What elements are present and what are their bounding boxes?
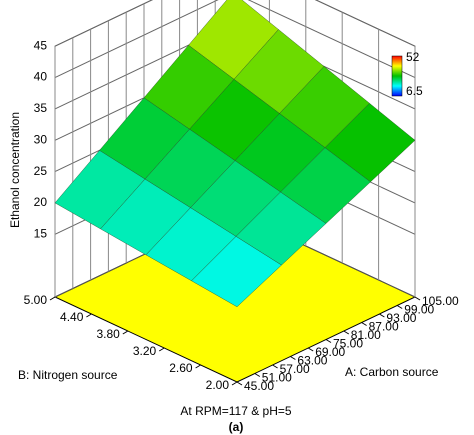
x-axis-label: A: Carbon source [345,365,439,379]
x-tick-label: 87.00 [369,320,399,334]
x-tick [236,381,243,386]
y-tick [158,347,165,352]
x-tick [307,347,314,352]
z-tick-label: 20 [34,195,48,209]
colorbar-min: 6.5 [406,84,423,98]
y-tick-label: 3.20 [133,344,157,358]
y-tick [231,381,238,386]
grid-line [54,0,416,47]
x-tick-label: 45.00 [244,379,274,393]
x-tick [343,330,350,335]
y-tick [49,296,56,301]
caption: At RPM=117 & pH=5 [180,404,291,418]
colorbar [391,55,403,97]
z-tick-label: 25 [34,164,48,178]
y-tick-label: 2.60 [169,361,193,375]
y-tick [195,364,201,369]
grid-line [54,0,416,79]
x-tick [254,373,261,377]
y-tick-label: 4.40 [60,310,84,324]
y-tick-label: 2.00 [206,378,230,392]
x-tick-label: 57.00 [280,362,310,376]
x-tick [290,356,296,360]
x-tick-label: 63.00 [297,354,327,368]
x-tick [396,305,403,309]
x-tick-label: 105.00 [422,294,459,308]
x-tick-label: 69.00 [315,345,345,359]
z-tick-label: 45 [34,38,48,52]
x-tick [414,296,421,301]
x-tick-label: 93.00 [386,311,416,325]
y-tick-label: 3.80 [96,327,120,341]
x-tick-label: 51.00 [262,371,292,385]
subcaption: (a) [229,420,244,434]
z-tick-label: 40 [34,70,48,84]
x-tick [272,364,278,369]
z-tick-label: 35 [34,101,48,115]
x-tick-label: 81.00 [351,328,381,342]
y-tick-label: 5.00 [24,293,48,307]
surface-cell [191,236,282,308]
x-tick-label: 75.00 [333,337,363,351]
x-tick [379,313,385,318]
z-axis-label: Ethanol concentration [8,112,22,228]
x-tick [361,322,367,326]
z-tick-label: 15 [34,226,48,240]
x-tick [325,339,332,343]
y-tick [86,313,92,318]
x-tick-label: 99.00 [404,303,434,317]
y-tick [122,330,129,335]
z-tick-label: 30 [34,132,48,146]
colorbar-max: 52 [406,50,420,64]
y-axis-label: B: Nitrogen source [18,368,118,382]
